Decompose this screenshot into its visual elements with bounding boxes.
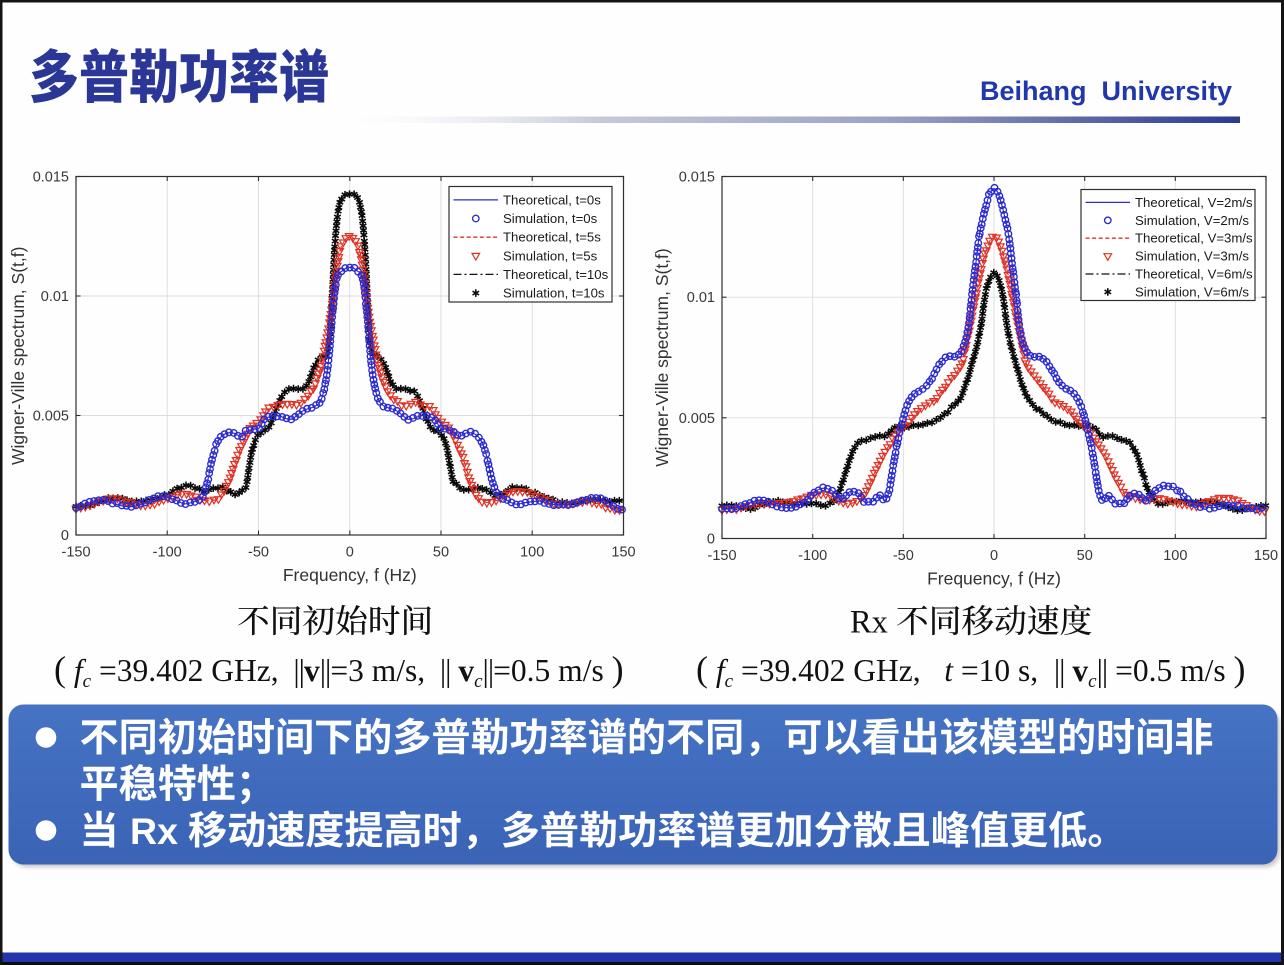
svg-text:0.005: 0.005	[33, 409, 69, 425]
svg-text:150: 150	[1254, 548, 1278, 564]
svg-text:-150: -150	[61, 545, 90, 561]
svg-text:50: 50	[433, 545, 449, 561]
svg-text:0.005: 0.005	[679, 411, 715, 427]
svg-text:Simulation, t=5s: Simulation, t=5s	[503, 248, 598, 263]
svg-text:Theoretical, t=0s: Theoretical, t=0s	[503, 192, 601, 207]
svg-text:Simulation, V=2m/s: Simulation, V=2m/s	[1135, 213, 1249, 228]
svg-text:0: 0	[61, 528, 69, 544]
svg-text:Wigner-Ville spectrum, S(t,f): Wigner-Ville spectrum, S(t,f)	[652, 248, 672, 466]
svg-text:Frequency, f (Hz): Frequency, f (Hz)	[283, 565, 417, 585]
svg-text:Theoretical, V=2m/s: Theoretical, V=2m/s	[1135, 195, 1253, 210]
svg-text:Simulation, V=3m/s: Simulation, V=3m/s	[1135, 249, 1249, 264]
svg-text:Theoretical, V=3m/s: Theoretical, V=3m/s	[1135, 231, 1253, 246]
svg-text:( fc =39.402 GHz, ||v||=3 m/s: ( fc =39.402 GHz, ||v||=3 m/s, || vc||=0…	[54, 649, 624, 692]
svg-text:Rx: Rx	[130, 810, 178, 852]
svg-text:0.015: 0.015	[33, 170, 69, 186]
svg-text:Theoretical, t=5s: Theoretical, t=5s	[503, 230, 601, 245]
svg-text:-50: -50	[248, 545, 269, 561]
svg-text:0.01: 0.01	[687, 290, 715, 306]
svg-text:0.015: 0.015	[679, 170, 715, 186]
svg-text:Theoretical, V=6m/s: Theoretical, V=6m/s	[1135, 267, 1253, 282]
svg-text:150: 150	[611, 545, 635, 561]
svg-text:-50: -50	[893, 548, 914, 564]
svg-text:Wigner-Ville spectrum, S(t,f): Wigner-Ville spectrum, S(t,f)	[8, 247, 28, 465]
svg-text:-150: -150	[707, 548, 736, 564]
svg-text:0: 0	[707, 532, 715, 548]
svg-text:-100: -100	[798, 548, 827, 564]
svg-text:Simulation, t=0s: Simulation, t=0s	[503, 211, 598, 226]
svg-text:100: 100	[520, 545, 544, 561]
svg-text:( fc =39.402 GHz, t =10 s,: ( fc =39.402 GHz, t =10 s, || vc|| =0.5 …	[696, 649, 1245, 692]
svg-text:0: 0	[990, 548, 998, 564]
svg-text:100: 100	[1163, 548, 1187, 564]
svg-text:Simulation, t=10s: Simulation, t=10s	[503, 286, 605, 301]
svg-text:-100: -100	[153, 545, 182, 561]
svg-text:0: 0	[346, 545, 354, 561]
svg-text:50: 50	[1077, 548, 1093, 564]
svg-text:Beihang University: Beihang University	[980, 76, 1232, 106]
svg-text:0.01: 0.01	[41, 289, 69, 305]
svg-text:Rx: Rx	[850, 605, 888, 641]
svg-text:Theoretical, t=10s: Theoretical, t=10s	[503, 267, 609, 282]
svg-text:Frequency, f (Hz): Frequency, f (Hz)	[927, 569, 1061, 589]
svg-text:Simulation, V=6m/s: Simulation, V=6m/s	[1135, 284, 1249, 299]
